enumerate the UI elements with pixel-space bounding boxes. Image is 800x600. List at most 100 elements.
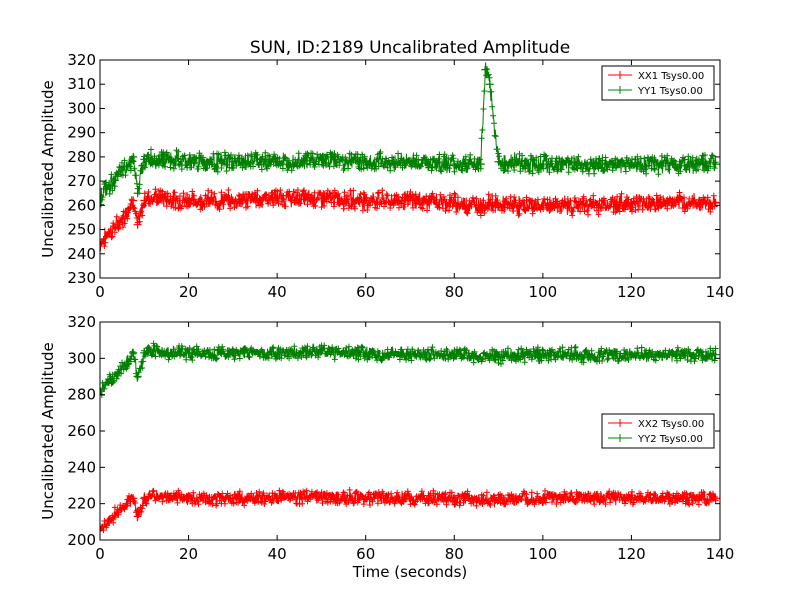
- y-tick-label: 280: [67, 386, 96, 404]
- data-point: [100, 523, 104, 532]
- figure-title: SUN, ID:2189 Uncalibrated Amplitude: [250, 38, 570, 58]
- data-point: [184, 494, 193, 503]
- data-point: [184, 157, 193, 166]
- data-point: [158, 155, 166, 164]
- data-point: [481, 201, 490, 210]
- x-tick-label: 100: [529, 545, 558, 563]
- data-point: [361, 494, 370, 503]
- y-tick-label: 320: [67, 51, 96, 69]
- x-tick-label: 140: [706, 283, 735, 301]
- data-point: [158, 492, 166, 501]
- y-tick-label: 200: [67, 531, 96, 549]
- y-tick-label: 300: [67, 99, 96, 117]
- data-point: [129, 152, 138, 161]
- y-tick-label: 240: [67, 458, 96, 476]
- data-point: [133, 512, 142, 521]
- data-point: [406, 494, 414, 503]
- data-point: [122, 359, 131, 368]
- data-point: [481, 65, 490, 74]
- data-point: [485, 80, 494, 89]
- y-tick-label: 270: [67, 172, 96, 190]
- data-point: [538, 350, 547, 359]
- data-point: [317, 155, 326, 164]
- y-tick-label: 300: [67, 349, 96, 367]
- data-point: [228, 157, 237, 166]
- legend-label: XX1 Tsys0.00: [638, 71, 704, 82]
- data-point: [361, 196, 370, 205]
- data-point: [494, 496, 503, 505]
- x-tick-label: 0: [95, 545, 105, 563]
- data-point: [158, 194, 166, 203]
- data-point: [476, 160, 485, 169]
- data-point: [627, 494, 636, 503]
- chart-panel-1: 0 20 40 60 80 100 120 140 230 240 250 260 270 280 290 3…: [39, 51, 734, 301]
- data-point: [450, 160, 459, 169]
- data-point: [317, 194, 326, 203]
- data-point: [228, 348, 237, 357]
- x-tick-label: 120: [617, 545, 646, 563]
- x-tick-label: 20: [179, 545, 198, 563]
- chart-panel-2: 0 20 40 60 80 100 120 140 200 220 240 260 280 300 320 U…: [39, 313, 734, 581]
- data-point: [122, 501, 131, 510]
- data-point: [122, 208, 131, 217]
- data-point: [671, 160, 680, 169]
- series-markers: [100, 340, 719, 399]
- y-tick-label: 310: [67, 75, 96, 93]
- data-point: [583, 494, 592, 503]
- legend-label: YY2 Tsys0.00: [637, 434, 703, 445]
- data-point: [627, 160, 636, 169]
- data-point: [129, 348, 138, 357]
- data-point: [228, 494, 237, 503]
- data-point: [317, 347, 326, 356]
- series-markers: [100, 186, 719, 250]
- x-tick-label: 40: [268, 545, 287, 563]
- data-point: [104, 377, 113, 386]
- data-point: [406, 350, 414, 359]
- data-point: [711, 350, 720, 359]
- data-point: [144, 347, 153, 356]
- data-point: [450, 494, 459, 503]
- plot-area: [100, 340, 720, 534]
- data-point: [627, 198, 636, 207]
- panels: 0 20 40 60 80 100 120 140 230 240 250 260 270 280 290 3…: [39, 51, 734, 581]
- y-tick-label: 280: [67, 148, 96, 166]
- data-point: [583, 350, 592, 359]
- data-point: [113, 220, 122, 229]
- data-point: [538, 160, 547, 169]
- data-point: [273, 348, 282, 357]
- legend-marker: [616, 434, 624, 442]
- data-point: [129, 196, 138, 205]
- y-tick-label: 320: [67, 313, 96, 331]
- y-tick-label: 260: [67, 422, 96, 440]
- data-point: [133, 189, 142, 198]
- data-point: [113, 508, 122, 517]
- data-point: [273, 494, 282, 503]
- x-tick-label: 80: [445, 283, 464, 301]
- data-point: [113, 172, 122, 181]
- legend-box: [601, 65, 715, 101]
- legend: XX1 Tsys0.00 YY1 Tsys0.00: [601, 65, 715, 101]
- data-point: [671, 198, 680, 207]
- data-point: [104, 227, 113, 236]
- y-tick-label: 240: [67, 245, 96, 263]
- data-point: [485, 198, 494, 207]
- data-point: [711, 160, 720, 169]
- x-tick-label: 60: [356, 545, 375, 563]
- legend: XX2 Tsys0.00 YY2 Tsys0.00: [601, 413, 715, 449]
- data-point: [228, 196, 237, 205]
- y-tick-label: 260: [67, 196, 96, 214]
- data-point: [273, 194, 282, 203]
- data-point: [100, 191, 104, 200]
- data-point: [184, 348, 193, 357]
- data-point: [104, 181, 113, 190]
- x-tick-label: 120: [617, 283, 646, 301]
- data-point: [133, 372, 142, 381]
- y-tick-label: 220: [67, 495, 96, 513]
- data-point: [100, 240, 104, 249]
- y-tick-label: 230: [67, 269, 96, 287]
- data-point: [361, 157, 370, 166]
- data-point: [494, 352, 503, 361]
- data-point: [113, 368, 122, 377]
- data-point: [406, 157, 414, 166]
